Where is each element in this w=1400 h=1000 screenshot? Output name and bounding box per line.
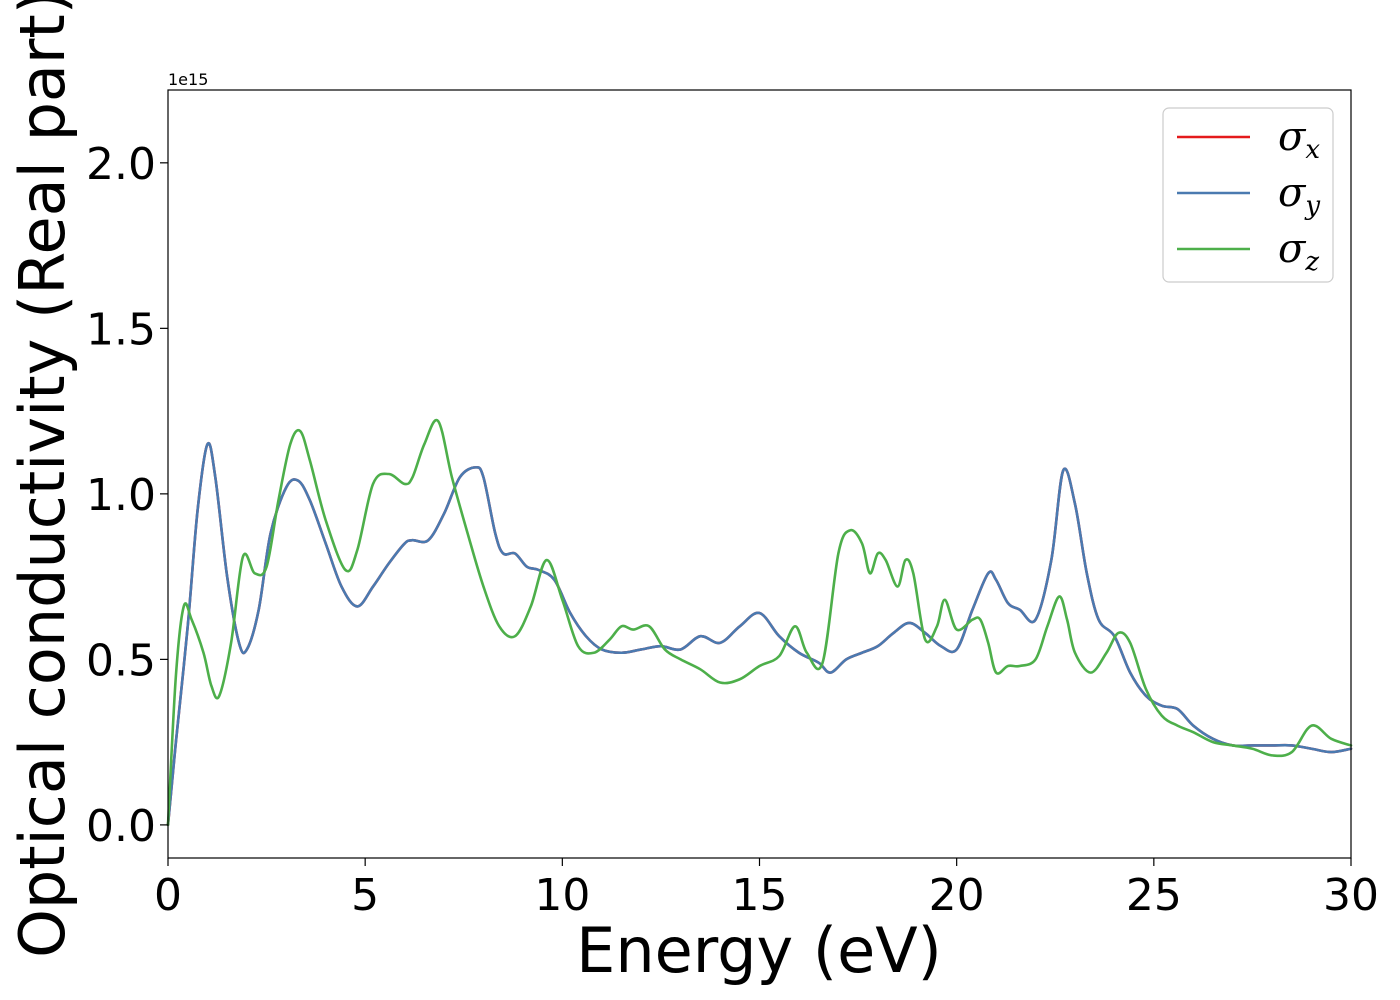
series-layer xyxy=(166,418,1353,827)
y-axis: 0.0 0.5 1.0 1.5 2.0 xyxy=(86,139,168,852)
legend-label-x: σx xyxy=(1278,114,1320,165)
plot-background xyxy=(168,90,1351,858)
legend-label-z: σz xyxy=(1278,226,1319,277)
series-line-z xyxy=(166,418,1353,827)
x-tick-label: 15 xyxy=(732,870,788,921)
x-tick-label: 20 xyxy=(929,870,985,921)
legend-box xyxy=(1162,107,1334,283)
x-tick-label: 30 xyxy=(1323,870,1379,921)
x-axis: 0 5 10 15 20 25 30 xyxy=(154,858,1379,921)
x-tick-label: 0 xyxy=(154,870,182,921)
x-tick-label: 10 xyxy=(534,870,590,921)
series-line-y xyxy=(166,441,1353,827)
x-tick-label: 25 xyxy=(1126,870,1182,921)
x-tick-label: 5 xyxy=(351,870,379,921)
y-offset-label: 1e15 xyxy=(168,70,208,89)
y-tick-label: 2.0 xyxy=(86,139,156,190)
y-tick-label: 0.5 xyxy=(86,635,156,686)
y-tick-label: 1.0 xyxy=(86,470,156,521)
y-axis-title: Optical conductivity (Real part) xyxy=(6,0,79,958)
legend-label-y: σy xyxy=(1278,170,1320,221)
y-tick-label: 0.0 xyxy=(86,801,156,852)
x-axis-title: Energy (eV) xyxy=(576,914,942,987)
y-tick-label: 1.5 xyxy=(86,304,156,355)
